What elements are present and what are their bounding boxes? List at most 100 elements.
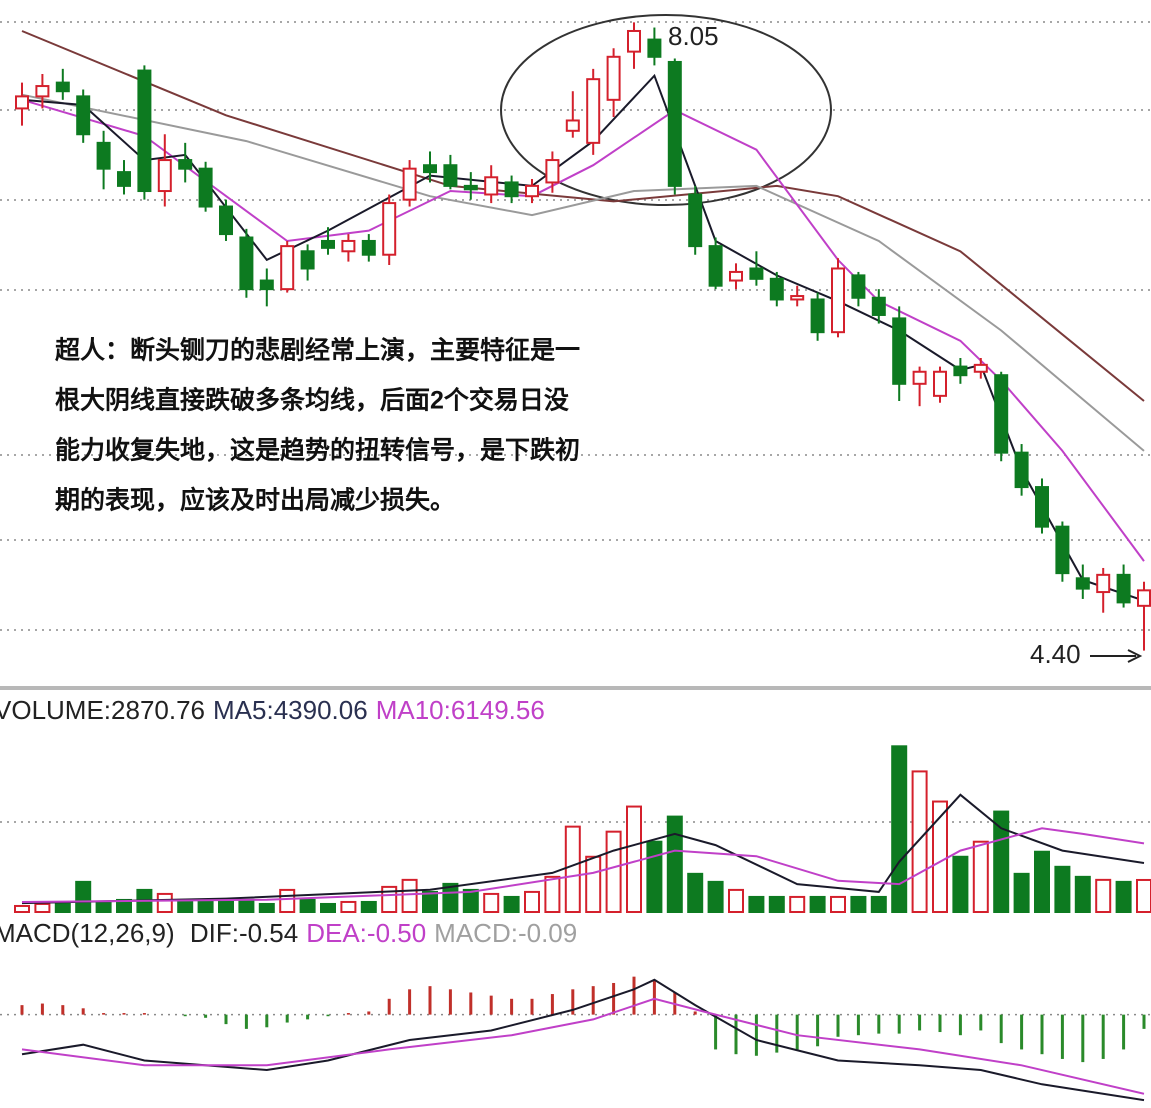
volume-bar — [524, 890, 540, 913]
legend-value: -0.50 — [367, 918, 426, 948]
candle-body — [239, 236, 254, 291]
volume-bar — [1013, 872, 1030, 914]
candle-body — [1035, 486, 1049, 528]
volume-bar — [687, 872, 704, 914]
candle-body — [912, 370, 927, 385]
candle-body — [851, 274, 866, 299]
candle-body — [341, 239, 356, 253]
candle-body — [790, 295, 805, 301]
volume-bar — [156, 892, 173, 913]
volume-bar — [14, 904, 30, 913]
candle-body — [321, 239, 335, 249]
volume-bar — [748, 895, 765, 913]
candle-body — [810, 298, 825, 334]
candle-body — [76, 95, 91, 136]
volume-bar — [707, 880, 724, 913]
legend-label: MA5: — [213, 695, 274, 725]
candle-body — [35, 85, 50, 98]
volume-bar — [320, 902, 336, 913]
candle-body — [1075, 577, 1090, 590]
volume-bar — [789, 895, 806, 913]
volume-bar — [360, 900, 377, 913]
candle-body — [55, 81, 70, 93]
candle-body — [994, 374, 1009, 454]
candle-body — [871, 296, 886, 316]
high-label: 8.05 — [668, 21, 719, 51]
candle-body — [178, 159, 193, 170]
candle-body — [667, 60, 682, 187]
candle-body — [545, 159, 560, 184]
candle-body — [606, 55, 621, 101]
candle-body — [15, 95, 29, 110]
candle-body — [198, 167, 213, 208]
volume-bar — [605, 830, 622, 913]
legend-value: 2870.76 — [111, 695, 205, 725]
line-series — [21, 827, 1145, 903]
volume-bar — [1074, 875, 1091, 914]
candle-body — [484, 176, 499, 196]
line-series — [21, 978, 1145, 1102]
annotation-line: 期的表现，应该及时出局减少损失。 — [55, 486, 455, 515]
legend-value: -0.54 — [239, 918, 298, 948]
candle-body — [382, 202, 397, 256]
candle-body — [423, 164, 437, 174]
annotation-line: 超人：断头铡刀的悲剧经常上演，主要特征是一 — [55, 336, 580, 365]
candle-body — [1055, 525, 1070, 575]
candle-body — [219, 205, 233, 236]
candle-body — [565, 119, 580, 132]
legend-label: DIF: — [190, 918, 239, 948]
volume-bar — [238, 898, 255, 913]
candle-body — [1096, 573, 1111, 594]
volume-bar — [768, 895, 785, 913]
candle-body — [973, 363, 988, 373]
volume-bar — [850, 895, 867, 913]
candle-body — [769, 277, 784, 301]
candle-body — [157, 159, 172, 193]
candle-body — [627, 29, 641, 53]
candle-body — [586, 78, 601, 144]
candle-body — [259, 279, 274, 291]
candle-body — [708, 245, 723, 287]
volume-bar — [483, 892, 500, 913]
volume-bar — [1115, 880, 1132, 913]
line-series — [21, 997, 1145, 1095]
line-series — [21, 30, 1145, 402]
legend-value: -0.09 — [518, 918, 577, 948]
highlight-ellipse — [500, 14, 832, 206]
candle-body — [402, 167, 417, 201]
annotation-line: 根大阴线直接跌破多条均线，后面2个交易日没 — [55, 386, 570, 415]
volume-bar — [585, 855, 602, 914]
line-series — [21, 793, 1145, 905]
volume-bar — [279, 888, 296, 913]
legend-title: MACD(12,26,9) — [0, 918, 182, 948]
volume-bar — [564, 825, 581, 913]
volume-bar — [1095, 878, 1112, 913]
volume-bar — [809, 895, 826, 913]
volume-bar — [381, 885, 398, 913]
arrow-head — [1127, 649, 1143, 663]
volume-bar — [830, 895, 846, 913]
volume-bar — [340, 900, 357, 913]
line-series — [21, 93, 1145, 452]
candle-body — [1137, 589, 1151, 607]
volume-bar — [646, 840, 663, 913]
volume-bar — [626, 805, 642, 914]
volume-bar — [34, 902, 51, 913]
legend-label: VOLUME: — [0, 695, 111, 725]
candle-body — [361, 239, 376, 256]
volume-bar — [1054, 865, 1071, 914]
candle-body — [1014, 451, 1029, 489]
candle-body — [504, 181, 519, 198]
legend: VOLUME:2870.76 MA5:4390.06 MA10:6149.56 — [0, 695, 545, 725]
volume-bar — [972, 840, 989, 913]
volume-bar — [299, 898, 316, 913]
volume-bar — [177, 898, 194, 913]
candle-body — [137, 69, 152, 193]
volume-bar — [728, 888, 744, 913]
legend: MACD(12,26,9) DIF:-0.54 DEA:-0.50 MACD:-0.… — [0, 918, 577, 948]
volume-bar — [442, 882, 459, 913]
volume-bar — [95, 900, 112, 913]
volume-bar — [952, 855, 969, 914]
candle-body — [117, 171, 131, 187]
